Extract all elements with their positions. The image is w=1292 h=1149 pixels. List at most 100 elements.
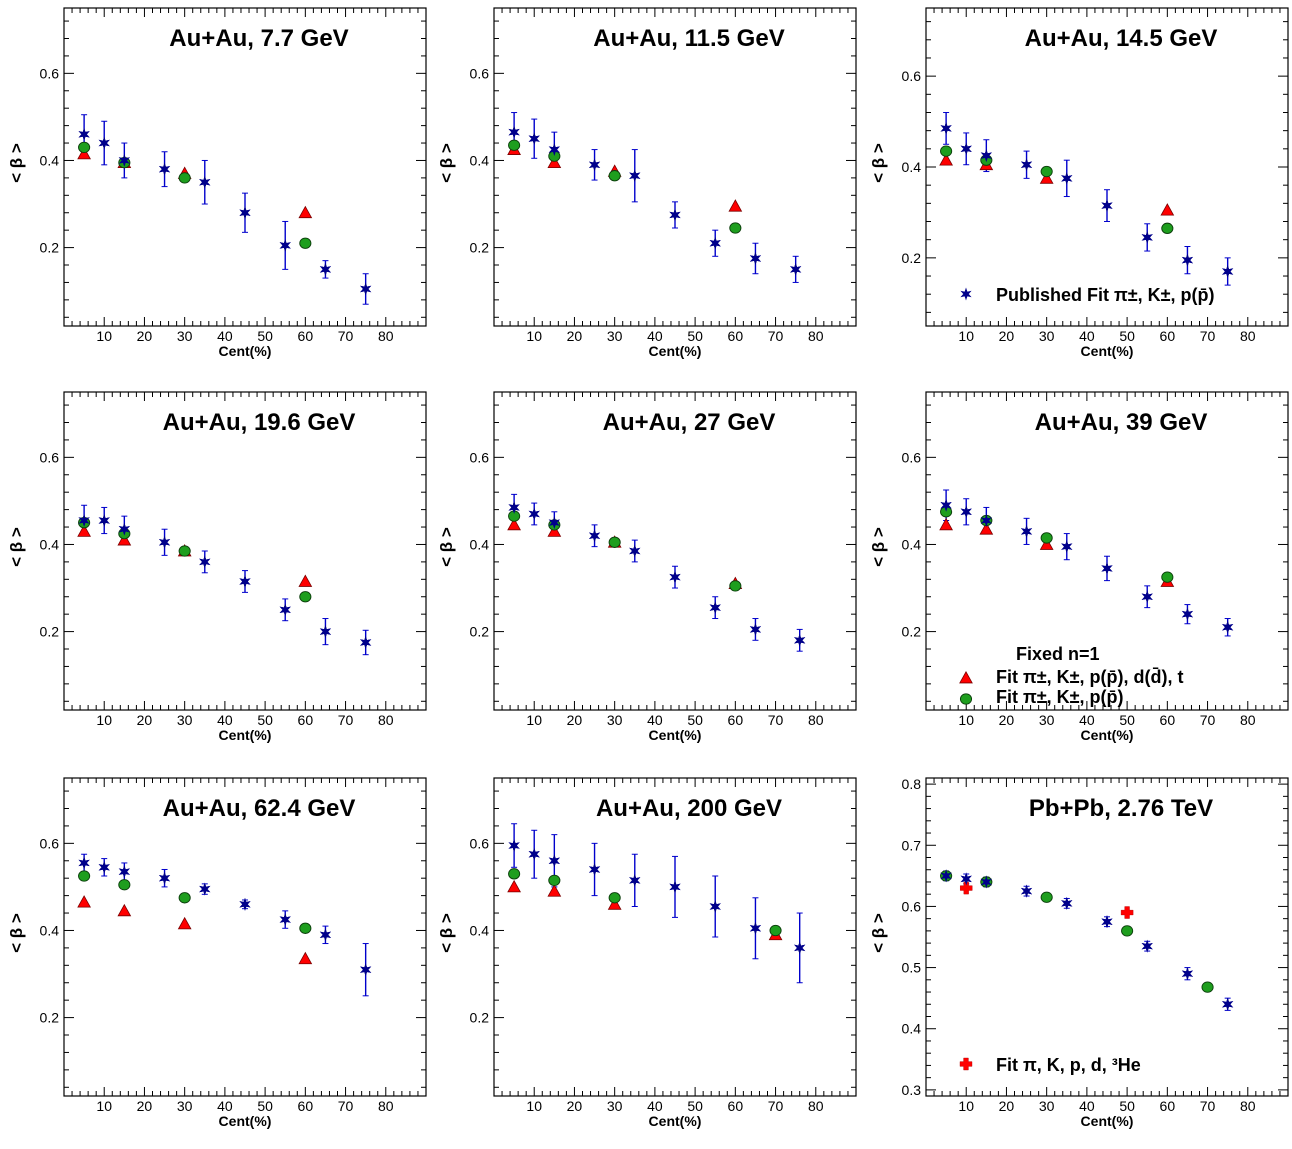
x-tick-label: 50 bbox=[257, 712, 273, 728]
published-fit-point bbox=[588, 158, 601, 172]
chart-panel-4: 10 20 30 40 50 60 70 80 0.2 0.4 0.6 Cent(%) < β > Au+… bbox=[7, 391, 427, 743]
published-fit-point bbox=[360, 282, 372, 296]
y-tick-label: 0.2 bbox=[902, 624, 922, 640]
y-tick-label: 0.2 bbox=[902, 250, 922, 266]
x-tick-label: 40 bbox=[217, 328, 233, 344]
published-fit-point bbox=[239, 206, 251, 220]
published-fit-point bbox=[1101, 915, 1113, 929]
y-axis-label: < β > bbox=[437, 143, 456, 183]
chart-panel-9: 10 20 30 40 50 60 70 80 0.3 0.4 0.5 0.6 0.7 0.8 Cent(%… bbox=[869, 776, 1289, 1129]
series-published bbox=[78, 853, 372, 997]
y-axis-label: < β > bbox=[437, 527, 456, 567]
x-tick-label: 30 bbox=[607, 328, 623, 344]
published-fit-point bbox=[629, 544, 641, 558]
y-axis-label: < β > bbox=[437, 913, 456, 953]
series-published-overlay bbox=[940, 869, 1234, 1011]
x-tick-label: 60 bbox=[1160, 1098, 1176, 1114]
series-fit_pi_k_p bbox=[940, 506, 1174, 583]
fit-pi-k-p-point bbox=[299, 591, 312, 603]
published-fit-point bbox=[1222, 997, 1234, 1011]
legend-published-marker bbox=[960, 287, 972, 301]
published-fit-point bbox=[78, 856, 90, 870]
published-fit-point bbox=[360, 636, 372, 649]
published-fit-point bbox=[1141, 939, 1153, 953]
series-fit_light_nuclei bbox=[77, 895, 313, 965]
published-fit-point bbox=[749, 921, 762, 935]
x-tick-label: 50 bbox=[1119, 328, 1135, 344]
x-tick-label: 10 bbox=[96, 1098, 112, 1114]
fit-light-nuclei-point bbox=[1160, 203, 1175, 216]
series-published-overlay bbox=[940, 498, 1234, 634]
series-fit_light_nuclei bbox=[939, 153, 1175, 216]
plot-frame bbox=[925, 7, 1289, 327]
published-fit-point bbox=[239, 575, 251, 588]
x-tick-label: 70 bbox=[338, 1098, 354, 1114]
x-tick-label: 30 bbox=[177, 1098, 193, 1114]
x-tick-label: 80 bbox=[808, 1098, 824, 1114]
x-axis-label: Cent(%) bbox=[649, 1113, 702, 1129]
series-published-overlay bbox=[940, 121, 1234, 278]
published-fit-point bbox=[158, 871, 171, 885]
published-fit-point bbox=[319, 928, 332, 942]
x-tick-label: 20 bbox=[567, 712, 583, 728]
y-tick-label: 0.4 bbox=[470, 922, 490, 938]
fit-light-nuclei-point bbox=[507, 879, 521, 893]
x-tick-label: 80 bbox=[808, 712, 824, 728]
fit-lhc-point bbox=[1120, 906, 1134, 919]
y-tick-label: 0.6 bbox=[40, 835, 60, 851]
published-fit-point bbox=[548, 143, 560, 157]
published-fit-point bbox=[528, 847, 540, 861]
panel-title: Au+Au, 14.5 GeV bbox=[1025, 25, 1218, 52]
x-tick-label: 80 bbox=[1240, 712, 1256, 728]
x-tick-label: 60 bbox=[1160, 328, 1176, 344]
x-axis-label: Cent(%) bbox=[1081, 727, 1134, 743]
x-tick-label: 10 bbox=[958, 1098, 974, 1114]
x-tick-label: 10 bbox=[958, 712, 974, 728]
y-axis-label: < β > bbox=[869, 143, 888, 183]
panel-title: Au+Au, 39 GeV bbox=[1035, 409, 1208, 436]
y-tick-label: 0.4 bbox=[470, 152, 490, 168]
y-tick-label: 0.4 bbox=[40, 152, 60, 168]
y-tick-label: 0.6 bbox=[470, 835, 490, 851]
x-axis-label: Cent(%) bbox=[1081, 1113, 1134, 1129]
fit-lhc-point bbox=[960, 881, 973, 895]
published-fit-point bbox=[508, 500, 520, 514]
published-fit-point bbox=[98, 514, 110, 527]
series-fit_lhc bbox=[960, 881, 1134, 919]
published-fit-point bbox=[199, 555, 211, 569]
x-tick-label: 60 bbox=[728, 1098, 744, 1114]
x-axis-label: Cent(%) bbox=[219, 727, 272, 743]
x-axis-label: Cent(%) bbox=[649, 727, 702, 743]
published-fit-point bbox=[1181, 253, 1194, 267]
y-tick-label: 0.6 bbox=[902, 68, 922, 84]
panel-title: Au+Au, 27 GeV bbox=[603, 409, 776, 436]
published-fit-point bbox=[199, 882, 211, 896]
x-tick-label: 60 bbox=[298, 712, 314, 728]
x-tick-label: 50 bbox=[257, 1098, 273, 1114]
published-fit-point bbox=[279, 603, 291, 617]
published-fit-point bbox=[669, 570, 681, 584]
series-fit_light_nuclei bbox=[77, 146, 313, 219]
published-fit-point bbox=[588, 863, 601, 876]
legend: Fixed n=1 Fit π±, K±, p(p̄), d(d̄), tFit … bbox=[959, 644, 1184, 707]
published-fit-point bbox=[78, 127, 90, 141]
published-fit-point bbox=[158, 535, 171, 549]
y-tick-label: 0.6 bbox=[40, 65, 60, 81]
x-tick-label: 40 bbox=[1079, 328, 1095, 344]
plot-frame bbox=[63, 777, 427, 1097]
published-fit-point bbox=[669, 208, 681, 222]
x-tick-label: 70 bbox=[338, 328, 354, 344]
fit-pi-k-p-point bbox=[508, 139, 521, 151]
y-tick-label: 0.2 bbox=[40, 240, 60, 256]
x-tick-label: 70 bbox=[338, 712, 354, 728]
y-tick-label: 0.2 bbox=[470, 624, 490, 640]
fit-light-nuclei-point bbox=[1039, 537, 1054, 550]
series-fit_light_nuclei bbox=[507, 879, 783, 941]
x-tick-label: 80 bbox=[1240, 328, 1256, 344]
x-tick-label: 70 bbox=[768, 1098, 784, 1114]
published-fit-point bbox=[1101, 561, 1113, 575]
fit-pi-k-p-point bbox=[769, 924, 782, 937]
fit-pi-k-p-point bbox=[608, 536, 621, 548]
y-axis-label: < β > bbox=[869, 527, 888, 567]
